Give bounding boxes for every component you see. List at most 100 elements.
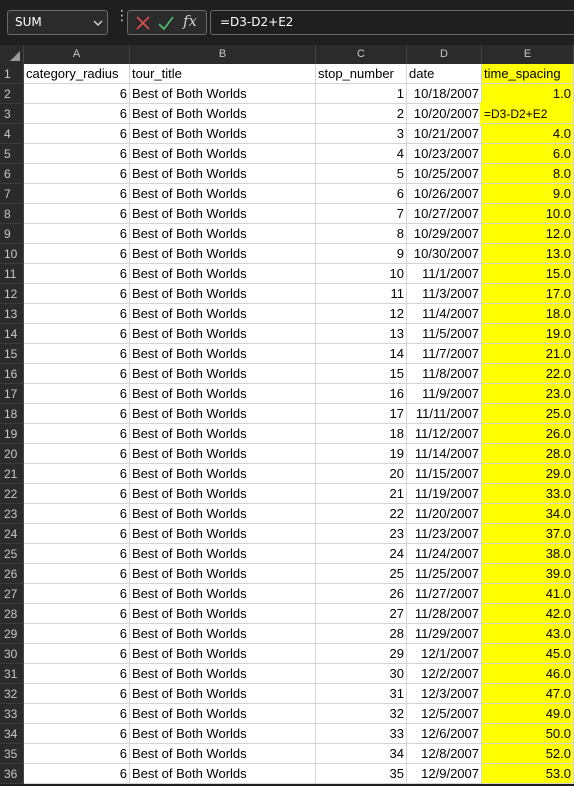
cell-category-radius[interactable]: 6 (24, 224, 130, 244)
cell-date[interactable]: 11/12/2007 (407, 424, 482, 444)
cell-tour-title[interactable]: Best of Both Worlds (130, 204, 316, 224)
column-header-c[interactable]: C (316, 45, 407, 64)
name-box[interactable]: SUM (7, 10, 108, 35)
cell-tour-title[interactable]: Best of Both Worlds (130, 604, 316, 624)
row-header[interactable]: 19 (0, 424, 24, 444)
row-header[interactable]: 27 (0, 584, 24, 604)
row-header[interactable]: 16 (0, 364, 24, 384)
cell-category-radius[interactable]: 6 (24, 544, 130, 564)
insert-function-icon[interactable]: fx (183, 12, 198, 30)
cell-time-spacing[interactable]: 53.0 (482, 764, 574, 784)
formula-input[interactable]: =D3-D2+E2 (210, 10, 574, 35)
cell-date[interactable]: 11/1/2007 (407, 264, 482, 284)
header-cell-date[interactable]: date (407, 64, 482, 84)
cell-stop-number[interactable]: 9 (316, 244, 407, 264)
cell-date[interactable]: 12/5/2007 (407, 704, 482, 724)
cell-time-spacing[interactable]: 6.0 (482, 144, 574, 164)
cell-tour-title[interactable]: Best of Both Worlds (130, 324, 316, 344)
cell-stop-number[interactable]: 16 (316, 384, 407, 404)
cell-tour-title[interactable]: Best of Both Worlds (130, 484, 316, 504)
cell-stop-number[interactable]: 26 (316, 584, 407, 604)
cell-category-radius[interactable]: 6 (24, 264, 130, 284)
cell-time-spacing[interactable]: 23.0 (482, 384, 574, 404)
cell-stop-number[interactable]: 22 (316, 504, 407, 524)
cell-tour-title[interactable]: Best of Both Worlds (130, 584, 316, 604)
cell-date[interactable]: 11/28/2007 (407, 604, 482, 624)
cell-time-spacing[interactable]: 39.0 (482, 564, 574, 584)
cell-date[interactable]: 12/2/2007 (407, 664, 482, 684)
cell-date[interactable]: 11/5/2007 (407, 324, 482, 344)
cell-tour-title[interactable]: Best of Both Worlds (130, 544, 316, 564)
cell-date[interactable]: 12/8/2007 (407, 744, 482, 764)
cell-time-spacing[interactable]: 15.0 (482, 264, 574, 284)
cell-category-radius[interactable]: 6 (24, 724, 130, 744)
cell-tour-title[interactable]: Best of Both Worlds (130, 704, 316, 724)
cell-time-spacing[interactable]: 1.0 (482, 84, 574, 104)
cell-tour-title[interactable]: Best of Both Worlds (130, 284, 316, 304)
cell-stop-number[interactable]: 1 (316, 84, 407, 104)
cell-date[interactable]: 11/19/2007 (407, 484, 482, 504)
row-header[interactable]: 9 (0, 224, 24, 244)
cell-tour-title[interactable]: Best of Both Worlds (130, 504, 316, 524)
row-header[interactable]: 4 (0, 124, 24, 144)
cell-stop-number[interactable]: 23 (316, 524, 407, 544)
cell-category-radius[interactable]: 6 (24, 444, 130, 464)
cell-category-radius[interactable]: 6 (24, 84, 130, 104)
cell-date[interactable]: 10/25/2007 (407, 164, 482, 184)
cancel-icon[interactable] (135, 15, 151, 31)
cell-stop-number[interactable]: 19 (316, 444, 407, 464)
cell-category-radius[interactable]: 6 (24, 244, 130, 264)
row-header[interactable]: 32 (0, 684, 24, 704)
cell-time-spacing[interactable]: =D3-D2+E2 (480, 102, 574, 126)
row-header[interactable]: 1 (0, 64, 24, 84)
cell-stop-number[interactable]: 32 (316, 704, 407, 724)
cell-category-radius[interactable]: 6 (24, 644, 130, 664)
cell-stop-number[interactable]: 12 (316, 304, 407, 324)
cell-date[interactable]: 12/1/2007 (407, 644, 482, 664)
cell-tour-title[interactable]: Best of Both Worlds (130, 224, 316, 244)
header-cell-category-radius[interactable]: category_radius (24, 64, 130, 84)
cell-time-spacing[interactable]: 41.0 (482, 584, 574, 604)
cell-date[interactable]: 11/3/2007 (407, 284, 482, 304)
column-header-b[interactable]: B (130, 45, 316, 64)
row-header[interactable]: 29 (0, 624, 24, 644)
cell-time-spacing[interactable]: 43.0 (482, 624, 574, 644)
cell-category-radius[interactable]: 6 (24, 584, 130, 604)
row-header[interactable]: 23 (0, 504, 24, 524)
cell-date[interactable]: 11/15/2007 (407, 464, 482, 484)
header-cell-tour-title[interactable]: tour_title (130, 64, 316, 84)
cell-category-radius[interactable]: 6 (24, 284, 130, 304)
cell-stop-number[interactable]: 6 (316, 184, 407, 204)
cell-category-radius[interactable]: 6 (24, 744, 130, 764)
row-header[interactable]: 31 (0, 664, 24, 684)
cell-category-radius[interactable]: 6 (24, 144, 130, 164)
column-header-d[interactable]: D (407, 45, 482, 64)
cell-tour-title[interactable]: Best of Both Worlds (130, 184, 316, 204)
cell-stop-number[interactable]: 18 (316, 424, 407, 444)
cell-time-spacing[interactable]: 45.0 (482, 644, 574, 664)
cell-category-radius[interactable]: 6 (24, 664, 130, 684)
cell-tour-title[interactable]: Best of Both Worlds (130, 424, 316, 444)
cell-stop-number[interactable]: 33 (316, 724, 407, 744)
cell-tour-title[interactable]: Best of Both Worlds (130, 624, 316, 644)
cell-date[interactable]: 11/27/2007 (407, 584, 482, 604)
row-header[interactable]: 35 (0, 744, 24, 764)
cell-stop-number[interactable]: 7 (316, 204, 407, 224)
cell-tour-title[interactable]: Best of Both Worlds (130, 644, 316, 664)
cell-time-spacing[interactable]: 18.0 (482, 304, 574, 324)
cell-category-radius[interactable]: 6 (24, 624, 130, 644)
cell-date[interactable]: 11/4/2007 (407, 304, 482, 324)
cell-category-radius[interactable]: 6 (24, 324, 130, 344)
cell-category-radius[interactable]: 6 (24, 124, 130, 144)
cell-stop-number[interactable]: 21 (316, 484, 407, 504)
cell-category-radius[interactable]: 6 (24, 704, 130, 724)
row-header[interactable]: 30 (0, 644, 24, 664)
cell-tour-title[interactable]: Best of Both Worlds (130, 404, 316, 424)
cell-category-radius[interactable]: 6 (24, 304, 130, 324)
cell-category-radius[interactable]: 6 (24, 524, 130, 544)
cell-date[interactable]: 11/25/2007 (407, 564, 482, 584)
row-header[interactable]: 11 (0, 264, 24, 284)
cell-time-spacing[interactable]: 47.0 (482, 684, 574, 704)
row-header[interactable]: 24 (0, 524, 24, 544)
cell-date[interactable]: 10/23/2007 (407, 144, 482, 164)
